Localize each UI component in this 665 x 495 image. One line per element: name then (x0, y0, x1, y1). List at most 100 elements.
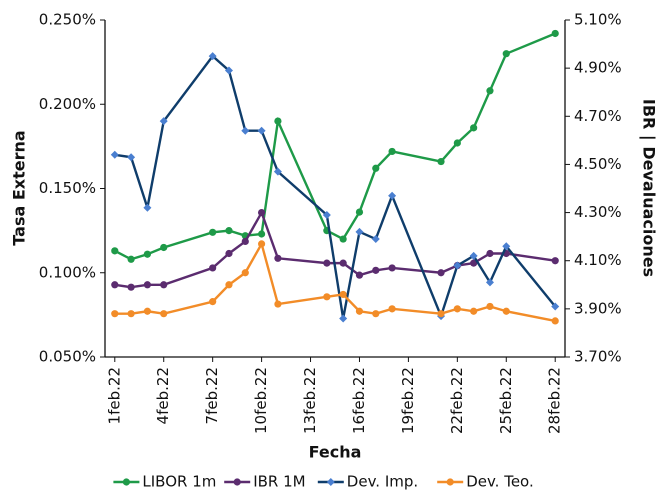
data-point (339, 235, 347, 243)
data-point (323, 293, 331, 301)
data-point (257, 208, 266, 217)
y2-axis-label: IBR | Devaluaciones (639, 99, 659, 277)
data-point (453, 305, 461, 313)
data-point (143, 307, 152, 315)
data-point (355, 208, 364, 216)
data-point (486, 302, 494, 311)
data-point (273, 167, 282, 176)
data-point (470, 307, 478, 315)
y-tick-label: 0.200% (39, 95, 96, 113)
data-point (339, 290, 347, 299)
series-line (114, 32, 556, 261)
data-point (127, 310, 135, 318)
data-point (551, 257, 559, 265)
data-point (453, 139, 461, 147)
x-tick-label: 1feb.22 (105, 367, 123, 424)
data-point (225, 281, 233, 289)
data-point (437, 269, 445, 277)
data-point (372, 164, 380, 172)
data-point (257, 126, 266, 135)
data-point (388, 264, 396, 272)
x-tick-label: 22feb.22 (448, 367, 466, 434)
data-point (502, 242, 511, 251)
data-point (437, 157, 445, 166)
data-point (209, 298, 217, 306)
y2-tick-label: 4.10% (574, 251, 622, 269)
data-point (551, 302, 560, 311)
data-point (274, 254, 282, 262)
y2-tick-label: 4.90% (574, 59, 622, 77)
data-point (322, 210, 331, 219)
data-point (470, 124, 478, 132)
data-point (372, 266, 380, 274)
x-tick-label: 28feb.22 (546, 367, 564, 434)
data-point (502, 50, 510, 58)
data-point (127, 283, 135, 291)
data-point (224, 66, 233, 75)
data-point (111, 281, 119, 289)
data-point (502, 307, 510, 315)
data-point (274, 117, 282, 125)
data-point (208, 52, 217, 61)
data-point (372, 310, 380, 318)
y2-tick-label: 5.10% (574, 11, 622, 29)
data-point (469, 251, 478, 260)
x-tick-label: 16feb.22 (350, 367, 368, 434)
data-point (437, 310, 445, 318)
legend-label: LIBOR 1m (142, 473, 216, 491)
data-point (225, 249, 233, 258)
x-tick-label: 10feb.22 (252, 367, 270, 434)
data-point (388, 305, 396, 313)
data-point (225, 227, 233, 235)
y2-tick-label: 4.30% (574, 203, 622, 221)
y-tick-label: 0.150% (39, 179, 96, 197)
data-point (143, 281, 152, 289)
data-point (388, 191, 397, 200)
series-line (114, 54, 557, 320)
data-point (257, 240, 266, 248)
legend-label: IBR 1M (253, 473, 305, 491)
data-point (453, 261, 462, 270)
data-point (486, 87, 494, 95)
y-tick-label: 0.050% (39, 348, 96, 366)
legend-marker (326, 478, 335, 486)
data-point (241, 126, 250, 135)
data-point (551, 317, 559, 325)
y2-tick-label: 4.50% (574, 155, 622, 173)
y-axis-label: Tasa Externa (10, 130, 29, 245)
y-tick-label: 0.100% (39, 263, 96, 281)
y2-tick-label: 3.90% (574, 299, 622, 317)
y2-tick-label: 4.70% (574, 107, 622, 125)
data-point (111, 310, 119, 318)
y-tick-label: 0.250% (39, 11, 96, 29)
data-point (323, 259, 331, 267)
data-point (160, 310, 168, 318)
data-point (159, 117, 168, 126)
data-point (388, 147, 396, 156)
data-point (274, 300, 282, 308)
data-point (111, 247, 119, 255)
data-point (110, 150, 119, 159)
legend-label: Dev. Imp. (347, 473, 418, 491)
data-point (486, 249, 494, 258)
data-point (127, 255, 135, 263)
data-point (551, 29, 559, 38)
y2-tick-label: 3.70% (574, 348, 622, 366)
x-tick-label: 4feb.22 (154, 367, 172, 424)
data-point (160, 243, 168, 252)
x-tick-label: 13feb.22 (301, 367, 319, 434)
data-point (160, 281, 168, 289)
data-point (127, 153, 136, 162)
data-point (355, 271, 364, 279)
data-point (485, 278, 494, 287)
data-point (355, 227, 364, 236)
legend-marker (446, 478, 454, 486)
x-tick-label: 7feb.22 (203, 367, 221, 424)
data-point (241, 269, 249, 277)
data-point (371, 235, 380, 244)
legend-marker (233, 478, 241, 486)
data-point (257, 230, 266, 238)
legend-marker (122, 478, 130, 486)
data-point (339, 314, 348, 323)
data-point (470, 259, 478, 267)
